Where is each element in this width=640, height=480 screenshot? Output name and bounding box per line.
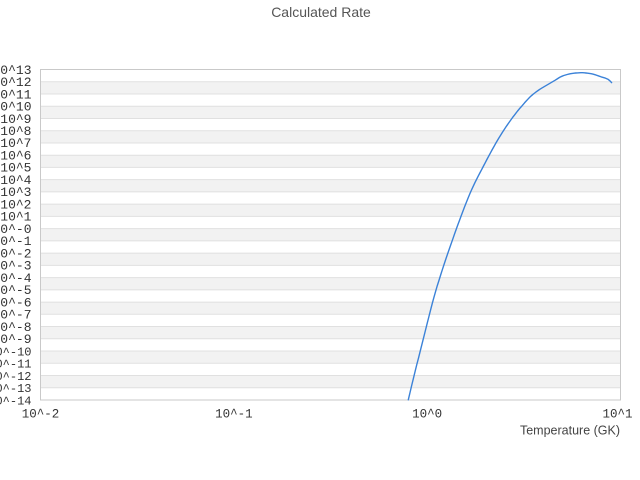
svg-text:Temperature (GK): Temperature (GK): [520, 424, 620, 438]
svg-text:10^4: 10^4: [0, 173, 31, 188]
svg-text:10^-7: 10^-7: [0, 308, 32, 323]
svg-text:10^3: 10^3: [0, 185, 31, 200]
svg-text:10^-11: 10^-11: [0, 358, 32, 372]
svg-text:10^1: 10^1: [602, 408, 632, 422]
svg-text:10^12: 10^12: [0, 75, 32, 90]
svg-text:10^-2: 10^-2: [0, 246, 32, 261]
svg-text:10^2: 10^2: [0, 197, 31, 212]
svg-text:10^1: 10^1: [0, 210, 31, 225]
svg-text:10^11: 10^11: [0, 87, 32, 102]
svg-text:10^5: 10^5: [0, 161, 31, 176]
svg-text:10^-6: 10^-6: [0, 295, 32, 310]
svg-text:10^-9: 10^-9: [0, 332, 32, 347]
svg-text:Calculated Rate: Calculated Rate: [271, 4, 371, 20]
svg-text:10^-1: 10^-1: [0, 234, 32, 249]
svg-text:10^-0: 10^-0: [0, 222, 32, 237]
svg-text:10^-12: 10^-12: [0, 370, 32, 384]
svg-text:10^9: 10^9: [0, 112, 31, 127]
svg-text:10^-1: 10^-1: [215, 408, 253, 422]
svg-text:10^10: 10^10: [0, 100, 32, 115]
svg-text:10^-14: 10^-14: [0, 394, 32, 408]
svg-text:10^6: 10^6: [0, 148, 31, 163]
svg-text:10^7: 10^7: [0, 136, 31, 151]
svg-text:10^-2: 10^-2: [22, 408, 60, 422]
svg-text:10^-3: 10^-3: [0, 259, 32, 274]
svg-text:10^-5: 10^-5: [0, 283, 32, 298]
svg-text:10^-13: 10^-13: [0, 382, 32, 396]
svg-text:10^-4: 10^-4: [0, 271, 32, 286]
svg-text:10^-10: 10^-10: [0, 345, 32, 359]
svg-text:10^8: 10^8: [0, 124, 31, 139]
svg-text:10^0: 10^0: [412, 408, 442, 422]
svg-text:10^13: 10^13: [0, 63, 32, 78]
svg-text:10^-8: 10^-8: [0, 320, 32, 335]
